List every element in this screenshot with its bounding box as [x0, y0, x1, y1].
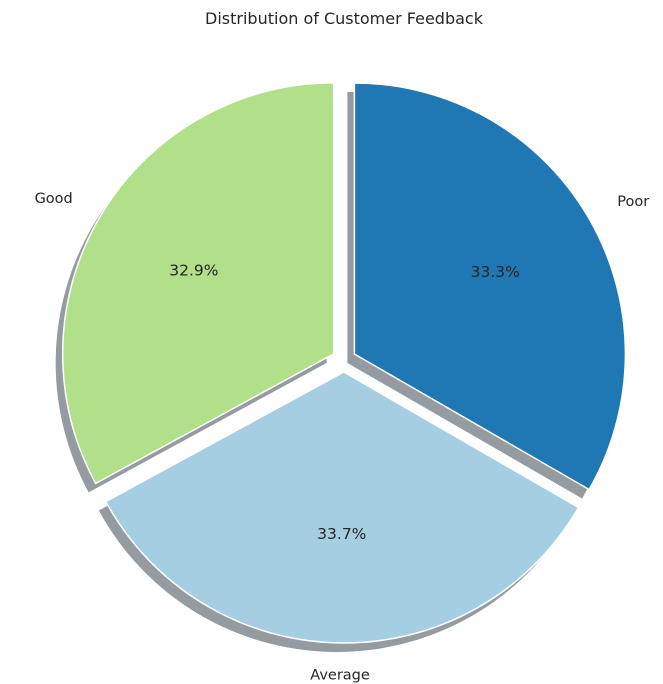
percent-label-good: 32.9% [169, 261, 218, 279]
category-label-poor: Poor [617, 194, 649, 210]
pie-labels: Good 32.9% Average 33.7% Poor 33.3% [35, 191, 650, 684]
percent-label-poor: 33.3% [471, 263, 520, 281]
pie-slice-poor [353, 82, 627, 491]
chart-title: Distribution of Customer Feedback [205, 9, 484, 28]
percent-label-average: 33.7% [317, 525, 366, 543]
category-label-good: Good [35, 191, 73, 207]
pie-slices [61, 82, 627, 644]
pie-slice-good [61, 82, 335, 485]
pie-slice-average [105, 371, 580, 644]
category-label-average: Average [310, 667, 370, 683]
